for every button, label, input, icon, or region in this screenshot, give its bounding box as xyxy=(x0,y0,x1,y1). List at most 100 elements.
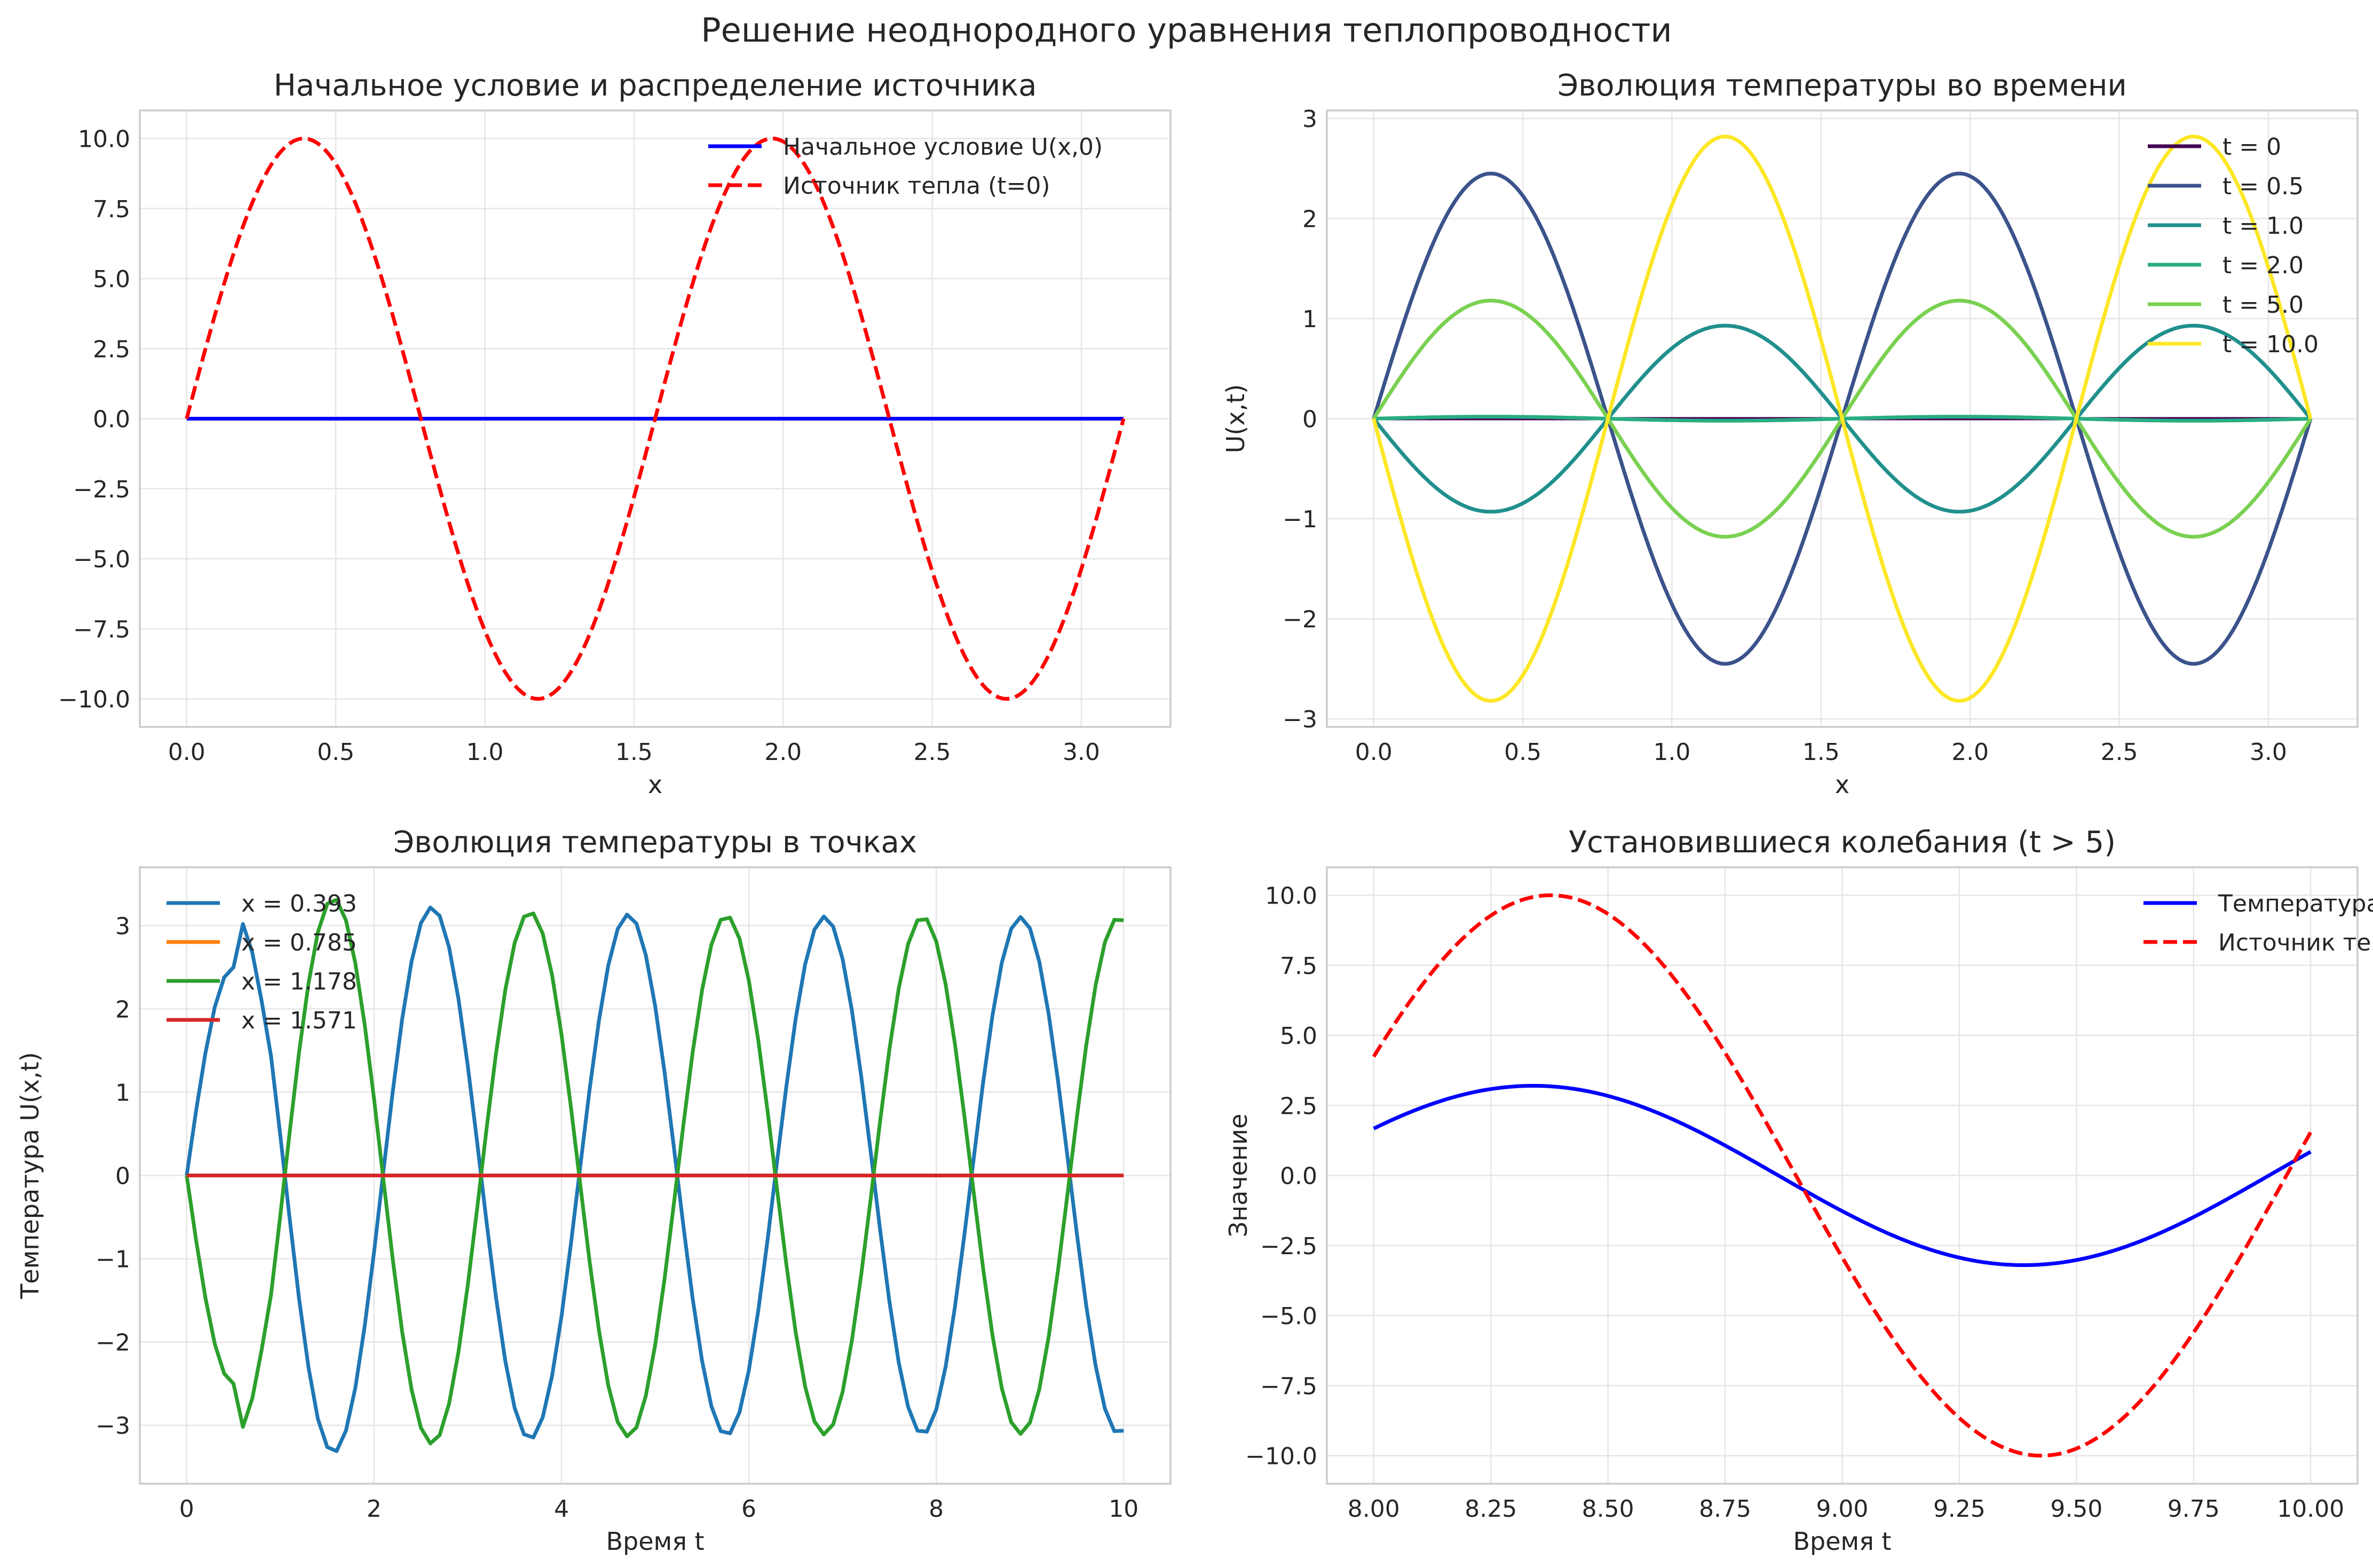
y-tick-label: 10.0 xyxy=(78,126,130,153)
x-tick-label: 0.0 xyxy=(168,739,205,766)
legend: Начальное условие U(x,0) Источник тепла (… xyxy=(708,133,1103,200)
subplot-1: 0.0 0.5 1.0 1.5 2.0 2.5 3.0 −10.0 −7.5 −5.0 −2.5 0.… xyxy=(58,68,1172,799)
x-tick-label: 0.5 xyxy=(317,739,354,766)
y-tick-label: 0.0 xyxy=(93,406,130,433)
y-tick-label: −3 xyxy=(1283,706,1317,733)
y-tick-label: −3 xyxy=(96,1413,130,1440)
subplot-title: Эволюция температуры во времени xyxy=(1557,68,2127,103)
x-tick-label: 1.5 xyxy=(615,739,653,766)
x-tick-label: 1.5 xyxy=(1802,739,1840,766)
y-tick-label: 7.5 xyxy=(1280,953,1317,980)
x-axis-label: x xyxy=(648,770,662,799)
axes-frame xyxy=(139,109,1172,728)
x-tick-label: 3.0 xyxy=(1063,739,1100,766)
y-tick-label: −5.0 xyxy=(73,546,130,573)
subplot-title: Начальное условие и распределение источн… xyxy=(274,68,1037,103)
subplot-2: 0.0 0.5 1.0 1.5 2.0 2.5 3.0 −3 −2 −1 0 1 2 3 Эволюция … xyxy=(1221,68,2359,799)
y-tick-label: 1 xyxy=(1302,306,1317,333)
x-tick-label: 8.25 xyxy=(1465,1495,1517,1523)
x-tick-label: 2 xyxy=(367,1495,382,1523)
x-tick-label: 9.25 xyxy=(1933,1495,1986,1523)
y-tick-label: 7.5 xyxy=(93,196,130,223)
x-tick-label: 4 xyxy=(554,1495,569,1523)
y-tick-label: 3 xyxy=(1302,106,1317,133)
legend-label-2: Источник тепла xyxy=(2218,929,2373,956)
series-line-2 xyxy=(185,137,1126,701)
y-tick-label: −2.5 xyxy=(1260,1233,1317,1260)
x-tick-label: 9.75 xyxy=(2168,1495,2220,1523)
legend-label-1: Начальное условие U(x,0) xyxy=(783,133,1103,161)
legend-label-5: t = 5.0 xyxy=(2222,291,2304,319)
legend-label-3: t = 1.0 xyxy=(2222,212,2304,240)
figure-suptitle: Решение неоднородного уравнения теплопро… xyxy=(701,11,1672,50)
x-tick-label: 1.0 xyxy=(466,739,503,766)
y-tick-label: −2 xyxy=(1283,606,1317,633)
legend: Температура Источник тепла xyxy=(2143,890,2373,956)
legend: x = 0.393 x = 0.785 x = 1.178 x = 1.571 xyxy=(167,890,357,1034)
y-tick-label: 0 xyxy=(1302,406,1317,433)
x-tick-label: 8 xyxy=(929,1495,944,1523)
y-tick-label: −2 xyxy=(96,1329,130,1357)
x-axis-label: Время t xyxy=(606,1527,704,1556)
y-tick-label: 10.0 xyxy=(1265,883,1317,910)
y-tick-label: −10.0 xyxy=(58,686,130,714)
y-tick-label: 5.0 xyxy=(93,266,130,293)
y-axis-label: Значение xyxy=(1224,1114,1253,1238)
legend-label-3: x = 1.178 xyxy=(241,968,357,995)
y-tick-label: −10.0 xyxy=(1245,1443,1317,1470)
y-tick-label: 0.0 xyxy=(1280,1163,1317,1190)
series-group xyxy=(1372,893,2313,1458)
y-tick-label: 5.0 xyxy=(1280,1023,1317,1050)
x-tick-label: 8.75 xyxy=(1699,1495,1751,1523)
y-axis-label: U(x,t) xyxy=(1221,384,1250,453)
y-tick-label: 2 xyxy=(1302,206,1317,233)
y-tick-label: 1 xyxy=(115,1079,130,1106)
x-tick-label: 9.00 xyxy=(1816,1495,1869,1523)
axes-frame xyxy=(1326,866,2359,1485)
y-tick-label: 2.5 xyxy=(1280,1092,1317,1120)
axes-frame xyxy=(1326,109,2359,728)
x-axis-label: x xyxy=(1835,770,1849,799)
y-tick-label: 2.5 xyxy=(93,336,130,363)
x-tick-label: 10 xyxy=(1109,1495,1138,1523)
subplot-4: 8.00 8.25 8.50 8.75 9.00 9.25 9.50 9.75 10.00 −10… xyxy=(1224,825,2373,1556)
subplot-title: Эволюция температуры в точках xyxy=(393,825,917,860)
series-group xyxy=(185,137,1126,701)
series-line-2 xyxy=(1372,893,2313,1458)
x-tick-label: 0.0 xyxy=(1355,739,1393,766)
legend-label-1: x = 0.393 xyxy=(241,890,357,917)
legend-label-4: x = 1.571 xyxy=(241,1007,357,1034)
x-tick-label: 10.00 xyxy=(2277,1495,2344,1523)
x-tick-label: 2.0 xyxy=(1951,739,1989,766)
y-tick-label: −1 xyxy=(1283,506,1317,533)
y-tick-label: −7.5 xyxy=(73,616,130,643)
legend-label-2: Источник тепла (t=0) xyxy=(783,172,1050,200)
x-tick-label: 8.50 xyxy=(1582,1495,1634,1523)
subplot-title: Установившиеся колебания (t > 5) xyxy=(1569,825,2116,860)
series-line-3 xyxy=(185,898,1124,1446)
subplot-3: 0 2 4 6 8 10 −3 −2 −1 0 1 2 3 Эволюция температуры в … xyxy=(15,825,1172,1556)
x-tick-label: 9.50 xyxy=(2050,1495,2102,1523)
legend-label-1: Температура xyxy=(2218,890,2373,917)
series-line-1 xyxy=(1373,1084,2312,1267)
legend-label-2: t = 0.5 xyxy=(2222,173,2304,200)
y-tick-label: 2 xyxy=(115,996,130,1023)
series-line-6 xyxy=(1372,134,2313,703)
series-line-1 xyxy=(185,905,1124,1453)
legend-label-4: t = 2.0 xyxy=(2222,252,2304,279)
y-tick-label: 3 xyxy=(115,913,130,940)
x-tick-label: 2.5 xyxy=(914,739,951,766)
x-tick-label: 2.5 xyxy=(2101,739,2138,766)
x-tick-label: 8.00 xyxy=(1348,1495,1400,1523)
x-tick-label: 3.0 xyxy=(2250,739,2287,766)
y-tick-label: −5.0 xyxy=(1260,1303,1317,1330)
x-tick-label: 6 xyxy=(741,1495,756,1523)
axes-frame xyxy=(139,866,1172,1485)
x-tick-label: 1.0 xyxy=(1653,739,1690,766)
legend-label-1: t = 0 xyxy=(2222,133,2281,161)
y-axis-label: Температура U(x,t) xyxy=(15,1052,44,1299)
y-tick-label: −2.5 xyxy=(73,476,130,503)
y-tick-label: −7.5 xyxy=(1260,1373,1317,1400)
